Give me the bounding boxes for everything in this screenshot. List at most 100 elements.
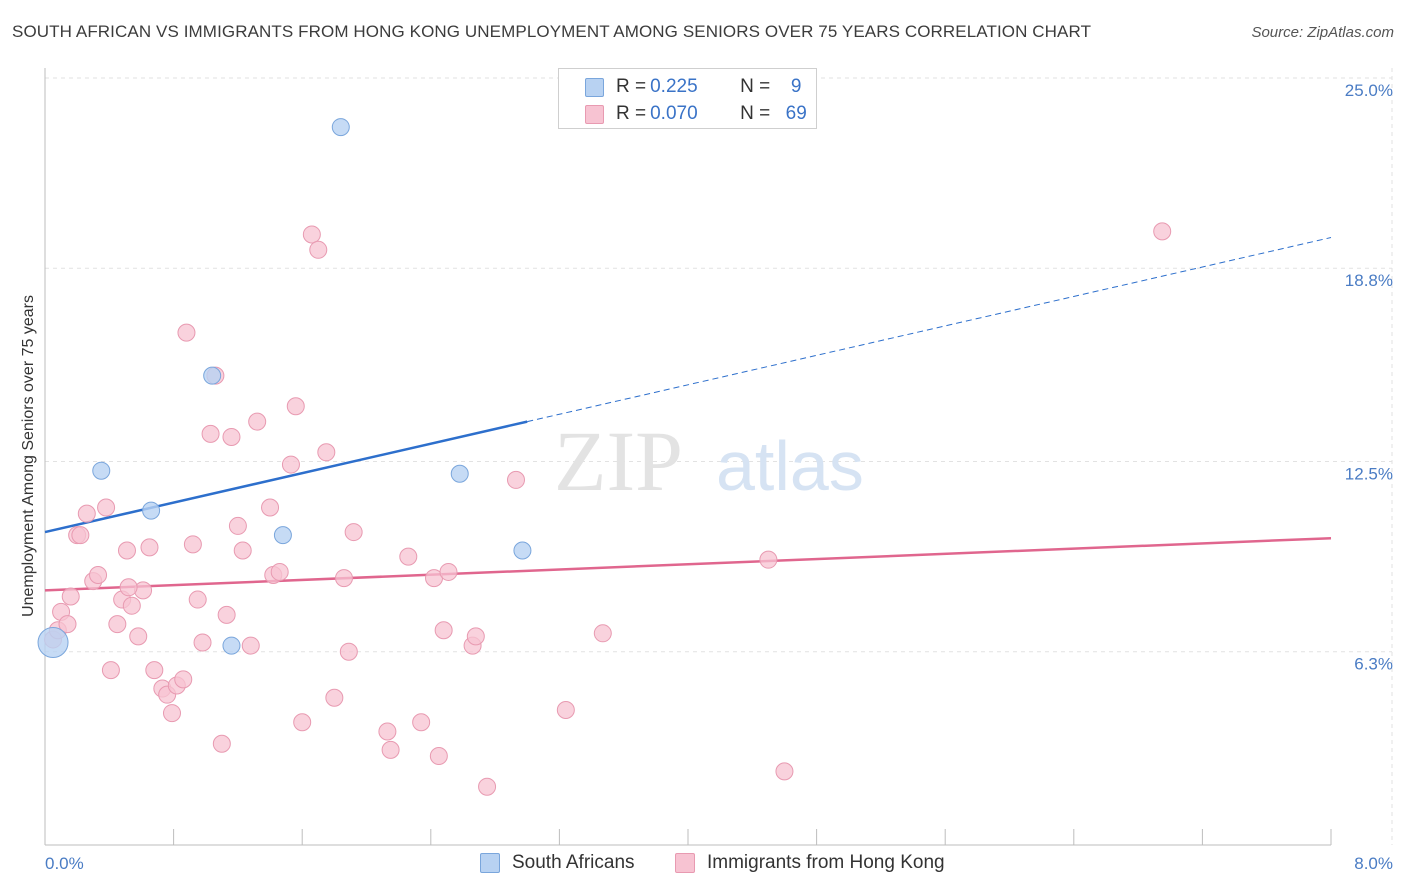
point-hong-kong xyxy=(439,562,458,581)
y-tick-label: 25.0% xyxy=(1345,81,1393,100)
point-hong-kong xyxy=(1153,222,1172,241)
point-hong-kong xyxy=(429,747,448,766)
legend-swatch-blue xyxy=(585,77,604,97)
y-tick-label: 18.8% xyxy=(1345,271,1393,290)
point-hong-kong xyxy=(759,550,778,569)
tick-labels: 6.3% 12.5% 18.8% 25.0% 0.0% 8.0% xyxy=(45,81,1393,873)
point-hong-kong xyxy=(193,633,212,652)
series-legend-south-africans[interactable]: South Africans xyxy=(480,852,635,874)
point-hong-kong xyxy=(101,661,120,680)
legend-r-label: R = xyxy=(616,103,647,124)
point-south-africans xyxy=(513,541,532,560)
point-hong-kong xyxy=(177,323,196,342)
series-legend-label: South Africans xyxy=(512,852,635,873)
point-hong-kong xyxy=(77,504,96,523)
point-hong-kong xyxy=(344,523,363,542)
point-south-africans xyxy=(142,501,161,520)
point-hong-kong xyxy=(556,701,575,720)
point-hong-kong xyxy=(412,713,431,732)
series-swatch-pink xyxy=(675,853,695,873)
point-south-africans xyxy=(203,366,222,385)
point-hong-kong xyxy=(309,240,328,259)
y-axis-label: Unemployment Among Seniors over 75 years xyxy=(20,295,37,617)
watermark-zip: ZIP xyxy=(554,413,683,509)
point-hong-kong xyxy=(241,636,260,655)
series-legend-label: Immigrants from Hong Kong xyxy=(707,852,945,873)
chart-title: SOUTH AFRICAN VS IMMIGRANTS FROM HONG KO… xyxy=(12,22,1092,41)
point-hong-kong xyxy=(97,498,116,517)
point-hong-kong xyxy=(119,578,138,597)
y-tick-label: 6.3% xyxy=(1354,655,1393,674)
point-south-africans xyxy=(450,464,469,483)
legend-swatch-pink xyxy=(585,104,604,124)
data-points xyxy=(37,118,1172,796)
point-hong-kong xyxy=(162,704,181,723)
legend-n-label: N = xyxy=(740,76,771,97)
point-hong-kong xyxy=(201,424,220,443)
point-hong-kong xyxy=(212,734,231,753)
trend-line-hong-kong xyxy=(44,536,1332,592)
legend-n-label: N = xyxy=(740,103,771,124)
x-tick-label: 8.0% xyxy=(1354,854,1393,873)
point-hong-kong xyxy=(233,541,252,560)
source-label: Source: ZipAtlas.com xyxy=(1251,24,1394,41)
point-hong-kong xyxy=(140,538,159,557)
point-hong-kong xyxy=(478,777,497,796)
legend-n-value: 69 xyxy=(785,103,807,124)
point-south-africans xyxy=(222,636,241,655)
point-south-africans xyxy=(37,627,69,659)
point-hong-kong xyxy=(281,455,300,474)
point-hong-kong xyxy=(302,225,321,244)
trend-line-south-africans-extrapolated xyxy=(527,237,1332,423)
correlation-legend: R = 0.225 N = 9 R = 0.070 N = 69 xyxy=(558,68,817,129)
legend-r-label: R = xyxy=(616,76,647,97)
point-hong-kong xyxy=(174,670,193,689)
point-south-africans xyxy=(92,461,111,480)
point-hong-kong xyxy=(466,627,485,646)
point-hong-kong xyxy=(117,541,136,560)
legend-r-value: 0.225 xyxy=(650,76,698,97)
x-tick-label: 0.0% xyxy=(45,854,84,873)
point-hong-kong xyxy=(381,740,400,759)
legend-r-value: 0.070 xyxy=(650,103,698,124)
point-hong-kong xyxy=(188,590,207,609)
point-hong-kong xyxy=(248,412,267,431)
legend-row-south-africans: R = 0.225 N = 9 xyxy=(585,75,814,99)
point-hong-kong xyxy=(506,470,525,489)
trend-lines xyxy=(44,237,1332,592)
point-hong-kong xyxy=(122,596,141,615)
point-hong-kong xyxy=(222,427,241,446)
point-hong-kong xyxy=(434,621,453,640)
grid-layer xyxy=(45,68,1393,845)
point-hong-kong xyxy=(129,627,148,646)
point-hong-kong xyxy=(58,615,77,634)
point-hong-kong xyxy=(339,642,358,661)
point-hong-kong xyxy=(593,624,612,643)
point-hong-kong xyxy=(261,498,280,517)
point-hong-kong xyxy=(286,397,305,416)
point-hong-kong xyxy=(71,526,90,545)
point-hong-kong xyxy=(378,722,397,741)
point-hong-kong xyxy=(183,535,202,554)
point-hong-kong xyxy=(108,615,127,634)
point-hong-kong xyxy=(317,443,336,462)
point-south-africans xyxy=(331,118,350,137)
series-legend-hong-kong[interactable]: Immigrants from Hong Kong xyxy=(675,852,945,874)
series-legend: South Africans Immigrants from Hong Kong xyxy=(0,852,1406,878)
point-hong-kong xyxy=(775,762,794,781)
point-hong-kong xyxy=(399,547,418,566)
point-hong-kong xyxy=(61,587,80,606)
axes-layer xyxy=(44,68,1332,846)
point-hong-kong xyxy=(228,516,247,535)
point-hong-kong xyxy=(217,605,236,624)
point-hong-kong xyxy=(293,713,312,732)
trend-line-south-africans xyxy=(44,420,528,534)
y-tick-label: 12.5% xyxy=(1345,465,1393,484)
point-hong-kong xyxy=(145,661,164,680)
series-swatch-blue xyxy=(480,853,500,873)
point-hong-kong xyxy=(89,566,108,585)
point-hong-kong xyxy=(325,688,344,707)
point-hong-kong xyxy=(334,569,353,588)
point-hong-kong xyxy=(270,562,289,581)
